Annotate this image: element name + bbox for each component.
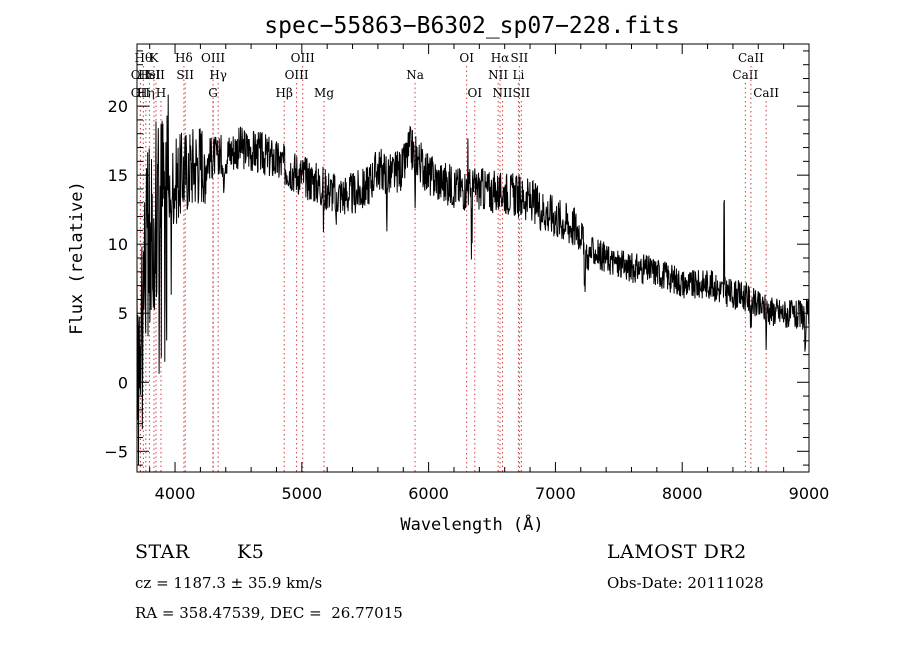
- line-marker-label: SII: [176, 68, 194, 82]
- object-class: STAR: [135, 541, 190, 563]
- line-marker-label: HeI: [138, 68, 161, 82]
- line-marker-label: NII: [488, 68, 508, 82]
- line-marker-label: G: [208, 86, 218, 100]
- line-marker-label: CaII: [738, 51, 764, 65]
- line-marker-label: SII: [147, 68, 165, 82]
- line-marker-label: H: [156, 86, 166, 100]
- x-tick-label-8000: 8000: [662, 484, 703, 503]
- line-marker-label: Hδ: [175, 51, 193, 65]
- y-axis-label: Flux (relative): [67, 181, 87, 335]
- spectrum-layer: [136, 94, 810, 466]
- chart-title: spec−55863−B6302_sp07−228.fits: [264, 13, 679, 39]
- x-tick-label-6000: 6000: [408, 484, 449, 503]
- line-marker-label: OIII: [285, 68, 309, 82]
- x-axis-label: Wavelength (Å): [400, 513, 543, 535]
- line-marker-label: Li: [512, 68, 524, 82]
- y-tick-label-5: 5: [118, 304, 128, 323]
- line-marker-label: SII: [512, 86, 530, 100]
- line-marker-label: CaII: [753, 86, 779, 100]
- y-tick-label-0: 0: [118, 373, 128, 392]
- y-tick-label-20: 20: [108, 97, 128, 116]
- line-marker-label: Hη: [137, 86, 155, 100]
- y-tick-label--5: −5: [104, 442, 128, 461]
- line-marker-label: OIII: [201, 51, 225, 65]
- line-marker-label: K: [150, 51, 160, 65]
- line-marker-layer: OII OII Hθ Hη HeI K SII H Hδ SII OIII G Hγ Hβ OIII OIII…: [131, 51, 779, 472]
- observation-date: Obs-Date: 20111028: [607, 574, 764, 592]
- y-tick-label-10: 10: [108, 235, 128, 254]
- line-marker-label: OI: [459, 51, 474, 65]
- x-tick-label-9000: 9000: [789, 484, 830, 503]
- sky-coordinates: RA = 358.47539, DEC = 26.77015: [135, 604, 403, 622]
- line-marker-label: SII: [511, 51, 529, 65]
- object-subclass: K5: [237, 541, 265, 563]
- line-marker-label: OII: [131, 86, 151, 100]
- spectrum-line: [136, 94, 810, 466]
- redshift-velocity: cz = 1187.3 ± 35.9 km/s: [135, 574, 323, 592]
- line-marker-label: OIII: [291, 51, 315, 65]
- line-marker-label: OII: [131, 68, 151, 82]
- line-marker-label: CaII: [732, 68, 758, 82]
- x-tick-label-7000: 7000: [535, 484, 576, 503]
- line-marker-label: Hα: [491, 51, 510, 65]
- x-tick-label-5000: 5000: [281, 484, 322, 503]
- line-marker-label: Hβ: [276, 86, 293, 100]
- survey-name: LAMOST DR2: [607, 541, 747, 563]
- axes-layer: 4000 5000 6000 7000 8000 9000 −5 0 5 10 15 20: [104, 44, 829, 503]
- line-marker-label: Na: [406, 68, 424, 82]
- x-tick-label-4000: 4000: [155, 484, 196, 503]
- line-marker-label: Hγ: [209, 68, 227, 82]
- plot-frame: [136, 43, 810, 473]
- line-marker-label: NII: [493, 86, 513, 100]
- y-tick-label-15: 15: [108, 166, 128, 185]
- line-marker-label: OI: [467, 86, 482, 100]
- line-marker-label: Hθ: [134, 51, 152, 65]
- line-marker-label: Mg: [314, 86, 334, 100]
